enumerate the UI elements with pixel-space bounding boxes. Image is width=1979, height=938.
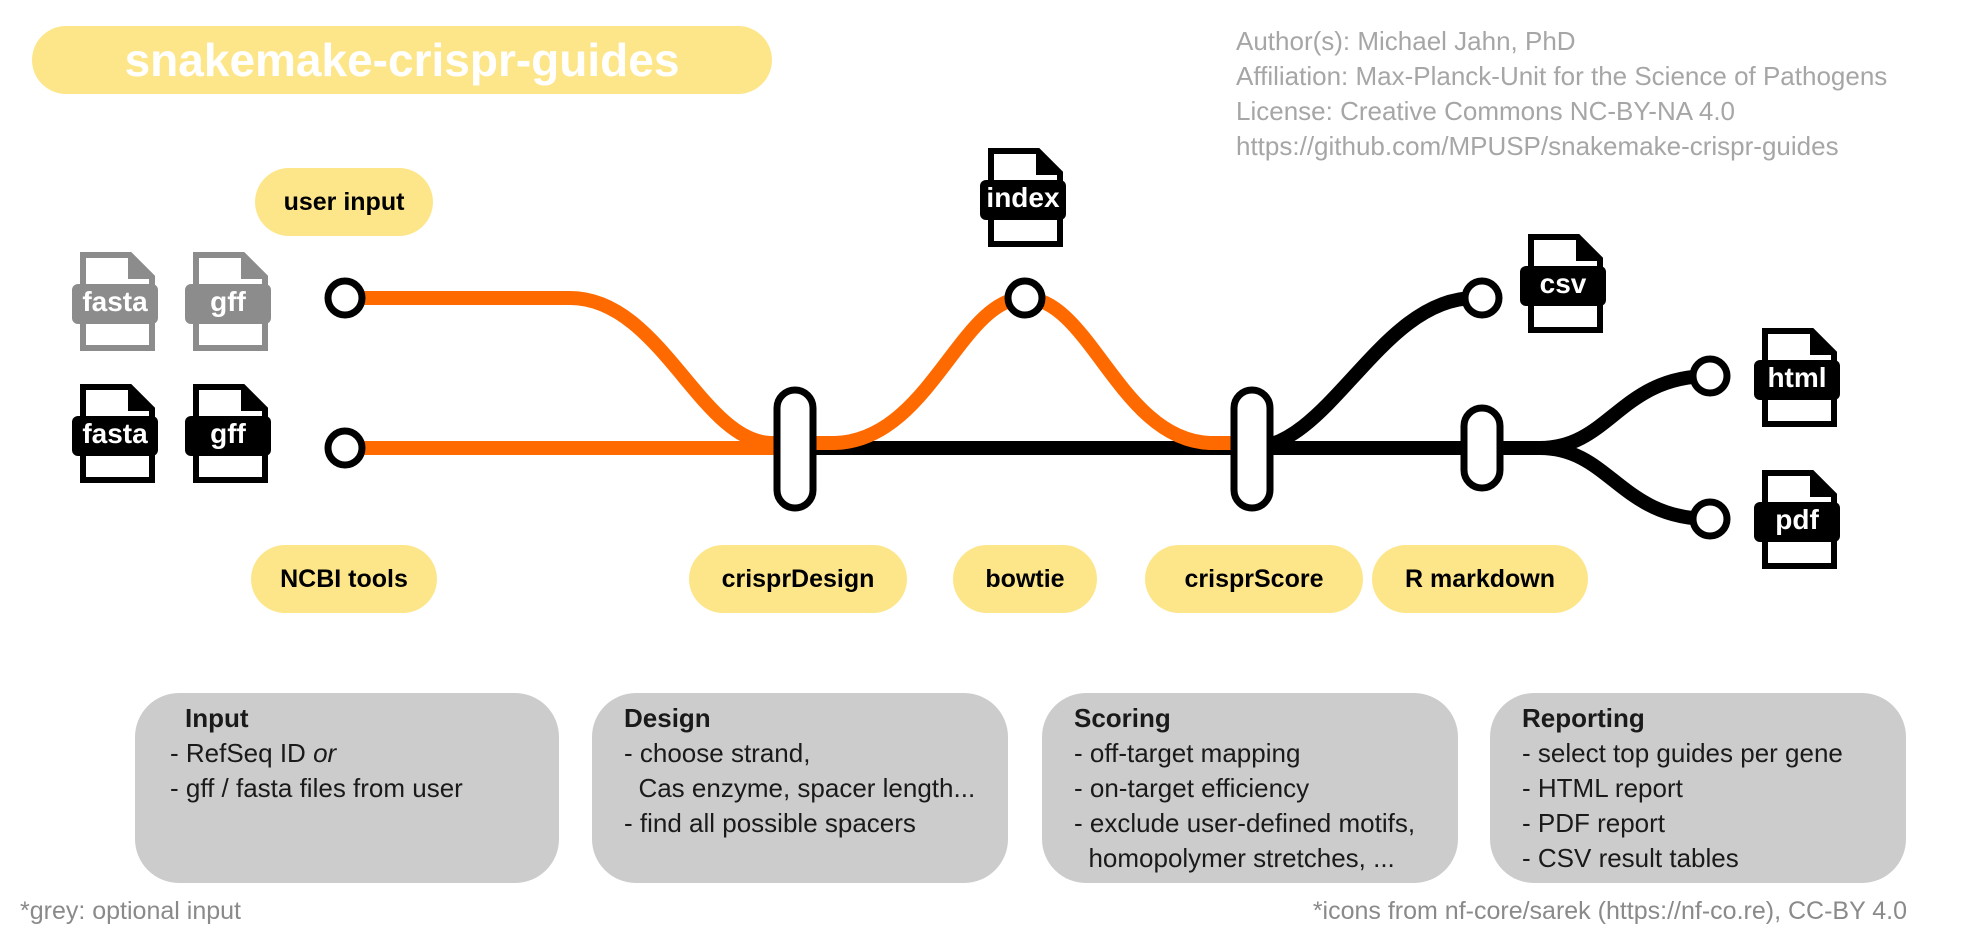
crisprscore-station: [1230, 386, 1274, 512]
rmarkdown-pill: R markdown: [1372, 545, 1588, 613]
crisprscore-pill: crisprScore: [1145, 545, 1363, 613]
index-file-icon: index: [978, 148, 1068, 248]
license-text: License: Creative Commons NC-BY-NA 4.0: [1236, 96, 1736, 126]
user-input-node: [324, 277, 366, 319]
pdf-branch-line: [1539, 441, 1711, 526]
html-branch-line: [1539, 369, 1711, 455]
crisprdesign-station: [773, 386, 817, 512]
csv-file-icon: csv: [1518, 234, 1608, 334]
scoring-box-line2: - on-target efficiency: [1074, 773, 1310, 803]
fasta-optional-file-icon: fasta: [70, 252, 160, 352]
repo-url[interactable]: https://github.com/MPUSP/snakemake-crisp…: [1236, 131, 1839, 161]
html-label: html: [1767, 362, 1827, 393]
gff-optional-label: gff: [210, 286, 246, 317]
reporting-box-line3: - PDF report: [1522, 808, 1666, 838]
pdf-file-icon: pdf: [1752, 470, 1842, 570]
crisprdesign-pill: crisprDesign: [689, 545, 907, 613]
design-box-line3: - find all possible spacers: [624, 808, 916, 838]
scoring-box-line4: homopolymer stretches, ...: [1074, 843, 1395, 873]
input-box: Input - RefSeq ID or - gff / fasta files…: [135, 693, 559, 883]
reporting-box-line4: - CSV result tables: [1522, 843, 1739, 873]
input-box-title: Input: [185, 703, 249, 733]
gff-file-icon: gff: [183, 384, 273, 484]
input-box-line2: - gff / fasta files from user: [170, 773, 463, 803]
html-file-icon: html: [1752, 328, 1842, 428]
reporting-box-line2: - HTML report: [1522, 773, 1683, 803]
design-box-title: Design: [624, 703, 711, 733]
reporting-box-line1: - select top guides per gene: [1522, 738, 1843, 768]
rmarkdown-station: [1460, 404, 1504, 492]
design-box-line2: Cas enzyme, spacer length...: [624, 773, 976, 803]
fasta-optional-label: fasta: [82, 286, 148, 317]
csv-label: csv: [1539, 268, 1587, 299]
user-input-pill: user input: [255, 168, 433, 236]
footnote-optional: *grey: optional input: [20, 897, 241, 925]
app-title: snakemake-crispr-guides: [124, 34, 680, 86]
gff-optional-file-icon: gff: [183, 252, 273, 352]
index-node: [1004, 277, 1046, 319]
bowtie-pill: bowtie: [953, 545, 1097, 613]
csv-node: [1461, 277, 1503, 319]
metadata-block: Author(s): Michael Jahn, PhD Affiliation…: [1236, 24, 1887, 164]
input-box-line1: - RefSeq ID: [170, 738, 314, 768]
fasta-label: fasta: [82, 418, 148, 449]
scoring-box: Scoring - off-target mapping - on-target…: [1042, 693, 1458, 883]
scoring-box-line3: - exclude user-defined motifs,: [1074, 808, 1416, 838]
csv-branch-line: [1249, 291, 1476, 455]
affiliation-text: Affiliation: Max-Planck-Unit for the Sci…: [1236, 61, 1888, 91]
orange-input-line-upper: [345, 291, 795, 450]
footnote-icons-credit: *icons from nf-core/sarek (https://nf-co…: [1312, 897, 1907, 925]
orange-bowtie-loop: [795, 290, 1250, 450]
scoring-box-title: Scoring: [1074, 703, 1171, 733]
design-box: Design - choose strand, Cas enzyme, spac…: [592, 693, 1008, 883]
design-box-line1: - choose strand,: [624, 738, 811, 768]
gff-label: gff: [210, 418, 246, 449]
fasta-file-icon: fasta: [70, 384, 160, 484]
pdf-node: [1689, 498, 1731, 540]
index-label: index: [986, 182, 1060, 213]
scoring-box-line1: - off-target mapping: [1074, 738, 1301, 768]
title-banner: snakemake-crispr-guides: [32, 26, 772, 94]
reporting-box-title: Reporting: [1522, 703, 1645, 733]
reporting-box: Reporting - select top guides per gene -…: [1490, 693, 1906, 883]
input-box-or: or: [313, 738, 337, 768]
ncbi-input-node: [324, 427, 366, 469]
html-node: [1689, 355, 1731, 397]
pdf-label: pdf: [1775, 504, 1819, 535]
authors-text: Author(s): Michael Jahn, PhD: [1236, 26, 1576, 56]
ncbi-tools-pill: NCBI tools: [251, 545, 437, 613]
